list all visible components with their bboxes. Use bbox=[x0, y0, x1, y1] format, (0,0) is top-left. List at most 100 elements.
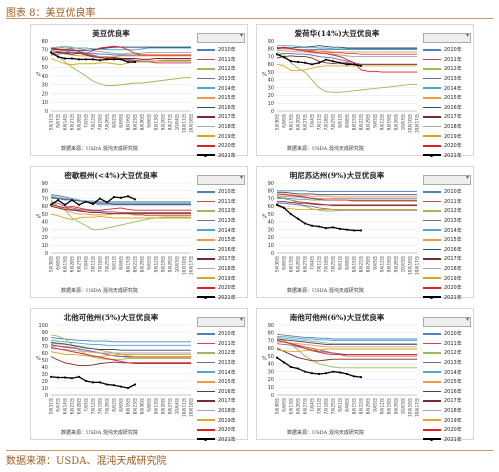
x-tick-label: 5月30日 bbox=[275, 114, 281, 130]
legend-filter-dropdown[interactable] bbox=[197, 316, 245, 327]
legend-filter-dropdown[interactable] bbox=[423, 32, 471, 43]
legend-label: 2019年 bbox=[444, 133, 462, 140]
legend-label: 2012年 bbox=[444, 208, 462, 215]
legend-label: 2020年 bbox=[218, 285, 236, 292]
legend-label: 2021年 bbox=[444, 152, 462, 159]
x-tick-label: 7月5日 bbox=[84, 398, 90, 412]
x-tick-label: 7月25日 bbox=[105, 256, 111, 272]
legend-label: 2016年 bbox=[444, 246, 462, 253]
y-tick-label: 60 bbox=[268, 62, 274, 68]
series-point-2021年 bbox=[84, 200, 88, 203]
x-tick-label: 8月16日 bbox=[126, 398, 132, 414]
legend-label: 2017年 bbox=[444, 398, 462, 405]
y-tick-label: 0 bbox=[271, 393, 274, 399]
legend-item: 2015年 bbox=[197, 235, 245, 245]
series-point-2021年 bbox=[105, 201, 109, 204]
x-tick-label: 8月2日 bbox=[112, 398, 118, 412]
series-point-2021年 bbox=[345, 63, 349, 66]
x-tick-label: 6月27日 bbox=[77, 256, 83, 272]
series-line-2011年 bbox=[50, 344, 191, 358]
legend-swatch bbox=[197, 125, 218, 128]
legend-label: 2014年 bbox=[444, 85, 462, 92]
legend-filter-dropdown[interactable] bbox=[423, 316, 471, 327]
x-tick-label: 9月26日 bbox=[168, 256, 174, 272]
x-tick-label: 10月11日 bbox=[182, 398, 188, 417]
series-point-2021年 bbox=[338, 61, 342, 64]
legend-swatch bbox=[423, 419, 444, 421]
x-tick-label: 7月18日 bbox=[324, 114, 330, 130]
legend-item: 2017年 bbox=[197, 254, 245, 264]
series-point-2021年 bbox=[126, 386, 130, 390]
x-tick-label: 7月4日 bbox=[310, 114, 316, 128]
x-tick-label: 6月20日 bbox=[296, 256, 302, 272]
x-tick-label: 8月30日 bbox=[140, 114, 146, 130]
y-tick-label: 80 bbox=[268, 189, 274, 195]
legend-item: 2012年 bbox=[423, 64, 471, 74]
legend-item: 2013年 bbox=[423, 358, 471, 368]
legend-swatch bbox=[423, 258, 444, 260]
legend-swatch bbox=[197, 342, 218, 345]
chart-title: 北他可他州(5%)大豆优良率 bbox=[63, 313, 159, 322]
legend-label: 2013年 bbox=[218, 360, 236, 367]
series-point-2021年 bbox=[91, 202, 95, 206]
chart-panel-michigan: 密歇根州(<4%)大豆优良率 0 10 20 30 40 50 60 70 80 90% 5月30日 6… bbox=[30, 166, 248, 301]
legend-filter-dropdown[interactable] bbox=[197, 32, 245, 43]
series-line-2018年 bbox=[50, 45, 191, 55]
legend-label: 2018年 bbox=[218, 124, 236, 131]
legend-item: 2018年 bbox=[423, 122, 471, 132]
legend-swatch bbox=[423, 153, 444, 157]
series-line-2020年 bbox=[276, 193, 417, 202]
y-tick-label: 50 bbox=[42, 65, 48, 71]
x-tick-label: 9月12日 bbox=[380, 398, 386, 414]
legend-item: 2018年 bbox=[423, 264, 471, 274]
x-tick-label: 9月20日 bbox=[161, 114, 167, 130]
y-tick-label: 80 bbox=[268, 47, 274, 53]
series-point-2021年 bbox=[331, 226, 335, 229]
x-tick-label: 9月5日 bbox=[373, 114, 379, 128]
x-tick-label: 8月8日 bbox=[345, 398, 351, 412]
legend-swatch bbox=[423, 135, 444, 137]
y-tick-label: 100 bbox=[38, 323, 48, 329]
series-line-2013年 bbox=[50, 201, 191, 214]
legend-item: 2017年 bbox=[197, 396, 245, 406]
x-tick-label: 8月15日 bbox=[352, 256, 358, 272]
chart-source: 数据来源：USDA 混沌天成研究院 bbox=[61, 146, 138, 152]
y-tick-label: 80 bbox=[42, 189, 48, 195]
legend-item: 2013年 bbox=[197, 74, 245, 84]
legend-item: 2020年 bbox=[423, 283, 471, 293]
legend-filter-dropdown[interactable] bbox=[423, 174, 471, 185]
y-tick-label: 90 bbox=[268, 181, 274, 187]
legend-item: 2013年 bbox=[423, 74, 471, 84]
legend-swatch bbox=[423, 342, 444, 345]
legend-label: 2012年 bbox=[218, 350, 236, 357]
y-axis-label: % bbox=[262, 214, 267, 220]
legend-item: 2020年 bbox=[423, 425, 471, 435]
legend-swatch bbox=[423, 428, 444, 431]
y-axis-label: % bbox=[36, 356, 41, 362]
series-line-2010年 bbox=[277, 190, 417, 193]
series-point-2021年 bbox=[324, 227, 328, 230]
x-tick-label: 8月9日 bbox=[119, 114, 125, 128]
legend-label: 2021年 bbox=[218, 152, 236, 159]
legend-swatch bbox=[423, 267, 444, 270]
legend-label: 2015年 bbox=[218, 379, 236, 386]
legend-label: 2016年 bbox=[444, 104, 462, 111]
legend-item: 2015年 bbox=[423, 235, 471, 245]
series-point-2021年 bbox=[133, 60, 137, 64]
legend-label: 2014年 bbox=[444, 369, 462, 376]
series-point-2021年 bbox=[126, 195, 130, 198]
x-tick-label: 6月21日 bbox=[70, 114, 76, 130]
legend-swatch bbox=[423, 286, 444, 289]
legend-filter-dropdown[interactable] bbox=[197, 174, 245, 185]
legend-label: 2016年 bbox=[444, 388, 462, 395]
x-tick-label: 7月4日 bbox=[310, 398, 316, 412]
y-tick-label: 80 bbox=[268, 331, 274, 337]
legend-item: 2019年 bbox=[423, 131, 471, 141]
x-tick-label: 7月25日 bbox=[331, 256, 337, 272]
legend-item: 2014年 bbox=[423, 367, 471, 377]
legend-label: 2012年 bbox=[444, 350, 462, 357]
x-tick-label: 8月1日 bbox=[338, 256, 344, 270]
y-axis-label: % bbox=[36, 214, 41, 220]
series-line-2016年 bbox=[276, 338, 417, 345]
